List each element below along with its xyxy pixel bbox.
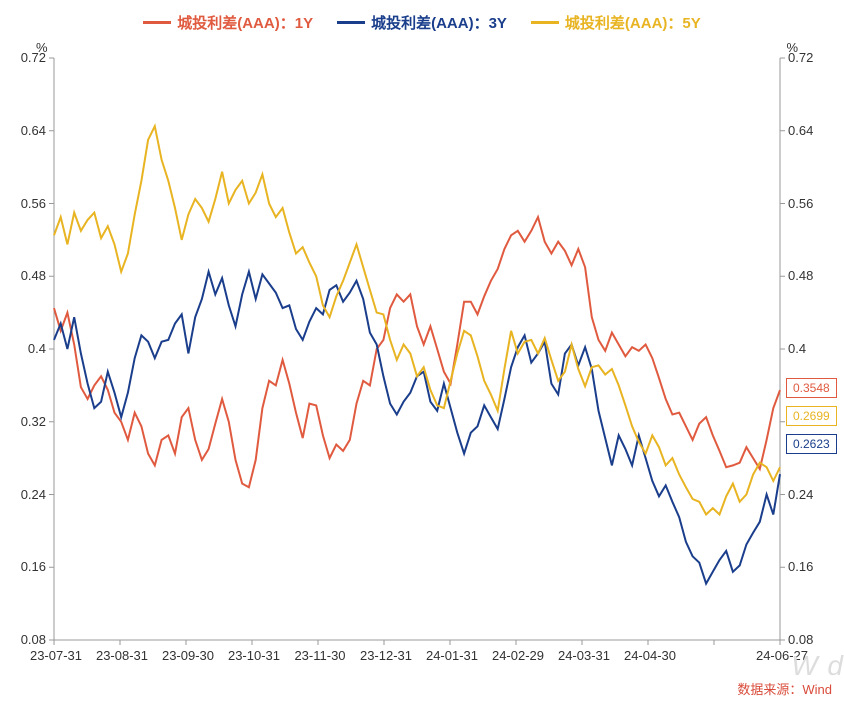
y-tick-label-right: 0.64	[788, 123, 813, 138]
end-value-box: 0.2623	[786, 434, 837, 454]
y-tick-label-left: 0.56	[21, 196, 46, 211]
y-tick-label-right: 0.16	[788, 559, 813, 574]
y-tick-label-right: 0.08	[788, 632, 813, 647]
x-tick-label: 24-04-30	[618, 648, 682, 663]
x-tick-label: 24-03-31	[552, 648, 616, 663]
y-tick-label-right: 0.24	[788, 487, 813, 502]
y-tick-label-left: 0.16	[21, 559, 46, 574]
y-tick-label-right: 0.48	[788, 268, 813, 283]
plot-svg	[0, 0, 844, 704]
x-tick-label: 24-02-29	[486, 648, 550, 663]
x-tick-label: 23-12-31	[354, 648, 418, 663]
y-tick-label-left: 0.08	[21, 632, 46, 647]
end-value-box: 0.3548	[786, 378, 837, 398]
chart-container: 城投利差(AAA)：1Y城投利差(AAA)：3Y城投利差(AAA)：5Y % %…	[0, 0, 844, 704]
y-tick-label-left: 0.4	[28, 341, 46, 356]
x-tick-label: 23-11-30	[288, 648, 352, 663]
x-tick-label: 24-01-31	[420, 648, 484, 663]
y-tick-label-left: 0.32	[21, 414, 46, 429]
x-tick-label: 24-06-27	[750, 648, 814, 663]
x-tick-label: 23-09-30	[156, 648, 220, 663]
y-tick-label-left: 0.24	[21, 487, 46, 502]
data-source-label: 数据来源：Wind	[737, 679, 832, 698]
end-value-box: 0.2699	[786, 406, 837, 426]
y-tick-label-right: 0.4	[788, 341, 806, 356]
y-tick-label-right: 0.72	[788, 50, 813, 65]
y-tick-label-left: 0.64	[21, 123, 46, 138]
y-tick-label-left: 0.72	[21, 50, 46, 65]
x-tick-label: 23-10-31	[222, 648, 286, 663]
x-tick-label: 23-08-31	[90, 648, 154, 663]
x-tick-label: 23-07-31	[24, 648, 88, 663]
y-tick-label-right: 0.56	[788, 196, 813, 211]
y-tick-label-left: 0.48	[21, 268, 46, 283]
